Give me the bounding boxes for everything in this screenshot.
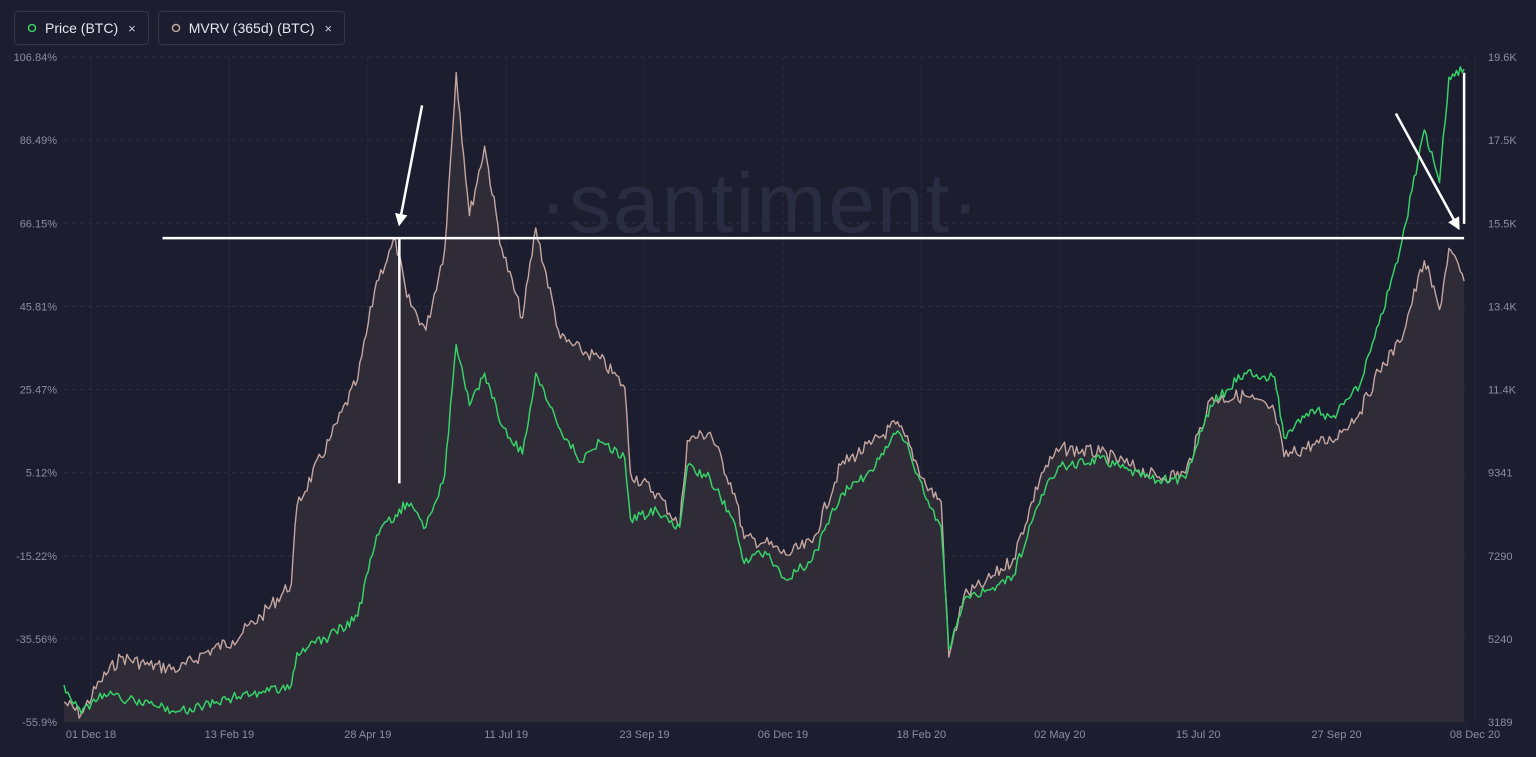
y-right-tick-label: 11.4K (1488, 385, 1517, 397)
price-legend-icon (27, 23, 37, 33)
watermark: ·santiment· (539, 156, 981, 250)
close-icon[interactable]: × (128, 20, 136, 36)
y-right-tick-label: 13.4K (1488, 301, 1517, 313)
y-right-tick-label: 17.5K (1488, 135, 1517, 147)
x-tick-label: 13 Feb 19 (205, 729, 255, 741)
x-tick-label: 01 Dec 18 (66, 729, 116, 741)
y-left-tick-label: 106.84% (14, 52, 58, 64)
legend-label-price: Price (BTC) (45, 20, 119, 36)
y-right-tick-label: 15.5K (1488, 218, 1517, 230)
y-left-tick-label: 66.15% (20, 218, 58, 230)
x-tick-label: 08 Dec 20 (1450, 729, 1500, 741)
legend-chip-mvrv[interactable]: MVRV (365d) (BTC) × (157, 11, 346, 45)
annotation-arrow (395, 105, 424, 227)
x-tick-label: 06 Dec 19 (758, 729, 808, 741)
y-right-tick-label: 7290 (1488, 551, 1512, 563)
price-line (63, 66, 1465, 715)
x-tick-label: 18 Feb 20 (897, 729, 947, 741)
x-tick-label: 27 Sep 20 (1312, 729, 1362, 741)
annotation-arrow (1394, 112, 1460, 231)
mvrv-area-fill (64, 72, 1465, 722)
x-tick-label: 02 May 20 (1034, 729, 1085, 741)
y-right-tick-label: 9341 (1488, 468, 1512, 480)
x-tick-label: 23 Sep 19 (620, 729, 670, 741)
y-left-tick-label: -35.56% (16, 634, 57, 646)
y-right-tick-label: 19.6K (1488, 52, 1517, 64)
y-left-tick-label: 25.47% (20, 385, 58, 397)
y-right-tick-label: 3189 (1488, 717, 1512, 729)
y-left-tick-label: -55.9% (22, 717, 57, 729)
series-lines (63, 66, 1465, 719)
close-icon[interactable]: × (324, 20, 333, 36)
axes: 106.84% 19.6K 86.49% 17.5K 66.15% 15.5K 45.81%… (14, 52, 1518, 741)
mvrv-legend-icon (171, 23, 180, 33)
y-left-tick-label: -15.22% (16, 551, 57, 563)
mvrv-line (63, 72, 1465, 719)
legend-chip-price[interactable]: Price (BTC) × (14, 11, 149, 45)
legend: Price (BTC) × MVRV (365d) (BTC) × (14, 11, 346, 45)
mvrv-area (64, 72, 1465, 722)
x-tick-label: 28 Apr 19 (344, 729, 391, 741)
y-left-tick-label: 86.49% (20, 135, 58, 147)
y-right-tick-label: 5240 (1488, 634, 1512, 646)
y-left-tick-label: 5.12% (26, 468, 57, 480)
x-tick-label: 11 Jul 19 (484, 729, 528, 741)
legend-label-mvrv: MVRV (365d) (BTC) (188, 20, 315, 36)
annotations (162, 72, 1466, 484)
y-left-tick-label: 45.81% (20, 301, 58, 313)
x-tick-label: 15 Jul 20 (1176, 729, 1221, 741)
